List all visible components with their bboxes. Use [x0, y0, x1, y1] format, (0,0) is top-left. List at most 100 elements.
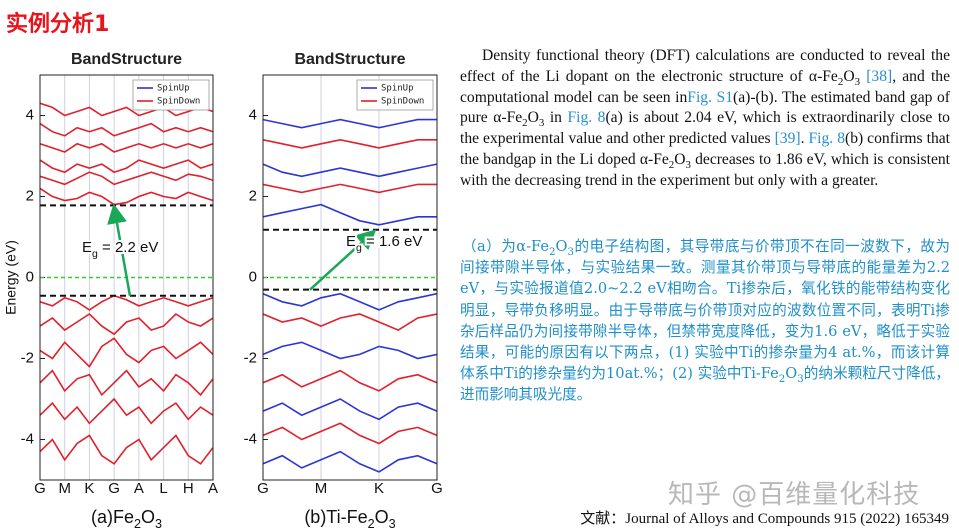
- legend-label: SpinDown: [157, 97, 200, 107]
- text-run: O: [674, 150, 686, 168]
- text-run: = 1.6 eV: [362, 233, 422, 250]
- subscript: 2: [837, 75, 844, 88]
- text-run: O: [141, 507, 155, 527]
- subscript: 3: [797, 374, 804, 386]
- text-run: O: [527, 109, 539, 127]
- plot-frame: [39, 74, 214, 481]
- reference-link: [39]: [774, 130, 801, 148]
- band-line: [263, 292, 437, 311]
- subscript: 2: [522, 117, 528, 130]
- legend-box: [132, 79, 210, 111]
- x-tick-label: L: [159, 480, 167, 497]
- subscript: g: [356, 242, 362, 254]
- subscript: 3: [389, 517, 396, 531]
- plot-frame: [262, 74, 438, 481]
- band-line: [40, 142, 213, 153]
- text-run: O: [785, 365, 798, 383]
- citation: 文献：Journal of Alloys and Compounds 915 (…: [580, 511, 949, 527]
- subscript: 3: [538, 117, 545, 130]
- chart-title: BandStructure: [294, 51, 405, 68]
- subscript: 3: [685, 159, 691, 172]
- y-tick-label: 0: [26, 268, 34, 285]
- chart-title: BandStructure: [71, 51, 182, 68]
- y-tick-label: -4: [21, 430, 34, 447]
- band-line: [40, 434, 213, 465]
- reference-link: Fig. 8: [808, 130, 846, 148]
- text-run: O: [843, 67, 855, 85]
- band-line: [263, 398, 437, 421]
- band-line: [40, 102, 213, 117]
- subscript: 3: [854, 75, 861, 88]
- gap-arrow: [309, 229, 377, 291]
- subscript: 2: [134, 517, 141, 531]
- text-run: E: [82, 239, 92, 256]
- reference-link: [38]: [866, 67, 893, 85]
- legend-label: SpinUp: [157, 84, 190, 94]
- text-run: (a)-(b). The estimated band gap of pure …: [460, 88, 951, 127]
- text-run: (a) is about 2.04 eV, which is extraordi…: [460, 109, 950, 148]
- watermark: 知乎 @百维量化科技: [668, 480, 921, 510]
- text-run: 的纳米颗粒尺寸降低，进而影响其吸光度。: [460, 365, 950, 404]
- text-run: O: [555, 238, 568, 255]
- text-run: (b)Ti-Fe: [304, 507, 367, 527]
- text-run: .: [800, 130, 809, 148]
- x-tick-label: G: [108, 480, 120, 497]
- text-run: （a）为α-Fe: [462, 238, 550, 255]
- y-tick-label: -2: [244, 349, 257, 366]
- chinese-paragraph: （a）为α-Fe2O3的电子结构图，其导带底与价带顶不在同一波数下，故为间接带隙…: [460, 236, 950, 406]
- band-line: [40, 294, 213, 311]
- english-paragraph: Density functional theory (DFT) calculat…: [460, 46, 950, 192]
- band-line: [263, 118, 437, 129]
- gap-arrow: [107, 203, 132, 296]
- text-run: 的电子结构图，其导带底与价带顶不在同一波数下，故为间接带隙半导体，与实验结果一致…: [460, 238, 950, 383]
- y-tick-label: 4: [249, 106, 257, 123]
- band-line: [40, 171, 213, 186]
- text-run: E: [346, 233, 356, 250]
- y-tick-label: 4: [26, 106, 34, 123]
- text-run: (a)Fe: [91, 507, 134, 527]
- x-tick-label: H: [183, 480, 194, 497]
- band-line: [263, 450, 437, 473]
- text-run: = 2.2 eV: [98, 239, 158, 256]
- reference-link: Fig. S1: [687, 88, 734, 106]
- plot-area: [263, 118, 437, 473]
- band-line: [40, 122, 213, 137]
- x-tick-label: G: [431, 480, 443, 497]
- legend-label: SpinDown: [381, 97, 424, 107]
- page-title: 实例分析1: [6, 12, 110, 37]
- y-tick-label: -4: [244, 430, 257, 447]
- band-chart: BandStructure -4 -2 0 2 4 G M K G Eg = 1.6 eV SpinU…: [244, 51, 443, 531]
- band-line: [263, 313, 437, 331]
- reference-link: Fig. 8: [567, 109, 606, 127]
- band-line: [263, 369, 437, 392]
- legend-box: [356, 79, 434, 111]
- x-tick-label: A: [208, 480, 218, 497]
- x-tick-label: K: [84, 480, 94, 497]
- plot-area: [40, 102, 213, 465]
- chart-caption: (a)Fe2O3: [91, 507, 162, 531]
- y-tick-label: 0: [249, 268, 257, 285]
- gap-annotation: Eg = 1.6 eV: [346, 233, 422, 254]
- band-line: [263, 341, 437, 360]
- band-line: [263, 183, 437, 194]
- x-tick-label: G: [34, 480, 46, 497]
- subscript: 2: [668, 159, 675, 172]
- band-line: [263, 138, 437, 149]
- band-line: [40, 397, 213, 425]
- text-run: Density functional theory (DFT) calculat…: [460, 47, 950, 85]
- text-run: decreases to 1.86 eV, which is consisten…: [460, 150, 951, 189]
- subscript: 2: [368, 517, 375, 531]
- band-line: [40, 159, 213, 174]
- subscript: 2: [778, 374, 786, 386]
- band-line: [40, 187, 213, 206]
- band-line: [263, 203, 437, 226]
- subscript: 3: [155, 517, 162, 531]
- band-line: [40, 312, 213, 336]
- text-run: (b) confirms that the bandgap in the Li …: [460, 130, 950, 168]
- x-tick-label: A: [134, 480, 144, 497]
- y-tick-label: -2: [21, 349, 34, 366]
- x-tick-label: G: [257, 480, 269, 497]
- band-line: [40, 337, 213, 368]
